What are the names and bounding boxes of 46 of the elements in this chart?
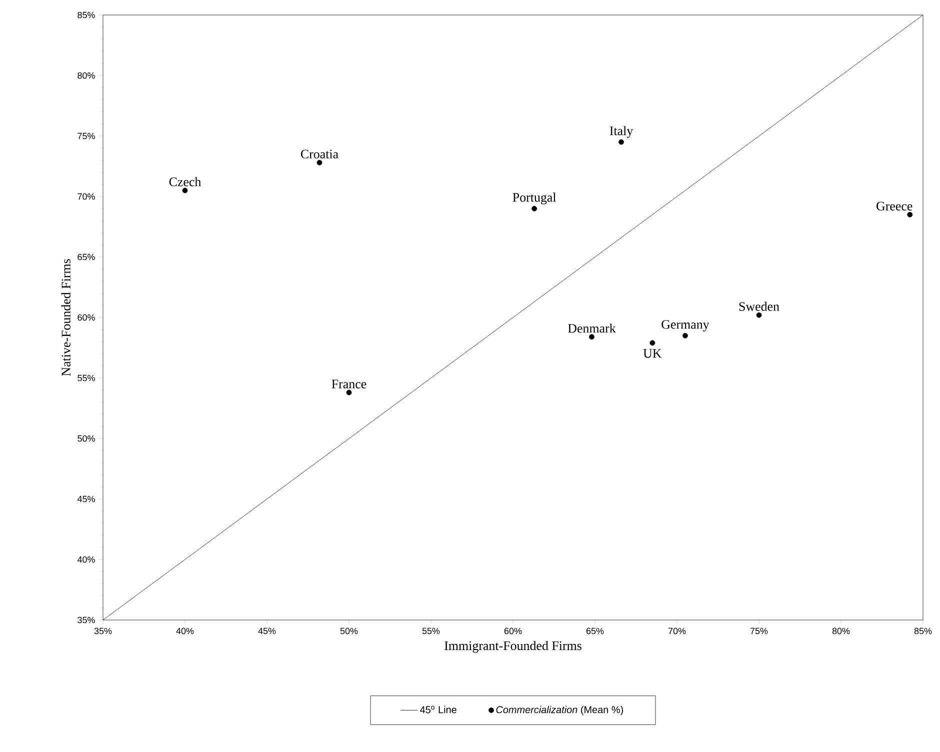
annotation: Croatia — [300, 150, 338, 158]
point — [589, 334, 594, 340]
legend-label: 45$^{o}$ Line — [420, 706, 456, 714]
annotation: Czech — [169, 177, 202, 186]
annotation: France — [332, 380, 366, 388]
y-tick-label: 75% — [78, 132, 95, 140]
x-tick-label: 55% — [422, 628, 440, 634]
y-tick-label: 35% — [78, 616, 95, 624]
x-axis-title: Immigrant-Founded Firms — [444, 640, 582, 653]
y-tick-label: 85% — [78, 12, 95, 18]
y-tick-label: 55% — [78, 374, 95, 382]
annotation: Greece — [876, 202, 912, 210]
y-tick-label: 65% — [78, 254, 95, 260]
x-tick-label: 75% — [750, 628, 768, 634]
point — [907, 212, 913, 218]
point — [756, 312, 762, 318]
x-tick-label: 65% — [586, 628, 604, 634]
y-tick-label: 70% — [78, 193, 95, 200]
point — [650, 340, 656, 346]
x-tick-label: 50% — [340, 628, 358, 634]
point — [182, 188, 188, 194]
y-tick-label: 50% — [78, 435, 95, 442]
legend-label: Commercialization (Mean %) — [496, 706, 623, 716]
x-tick-label: 45% — [258, 628, 276, 634]
x-tick-label: 70% — [668, 628, 686, 634]
y-tick-label: 60% — [78, 314, 95, 321]
x-tick-label: 40% — [176, 628, 194, 634]
annotation: Portugal — [512, 192, 556, 204]
annotation: UK — [643, 349, 662, 358]
annotation: Germany — [662, 320, 710, 332]
annotation: Italy — [610, 126, 634, 138]
x-tick-label: 85% — [914, 628, 932, 634]
point — [316, 160, 322, 166]
annotation: Denmark — [568, 324, 616, 333]
point — [346, 390, 352, 396]
point — [682, 332, 688, 338]
point — [532, 206, 538, 212]
point — [618, 139, 624, 145]
x-tick-label: 80% — [832, 628, 850, 634]
y-axis-title: Native-Founded Firms — [61, 259, 70, 376]
y-tick-label: 45% — [77, 496, 95, 502]
x-tick-label: 35% — [94, 628, 112, 634]
x-tick-label: 60% — [504, 628, 522, 634]
y-tick-label: 80% — [78, 72, 95, 79]
y-tick-label: 40% — [77, 556, 95, 563]
annotation: Sweden — [739, 302, 780, 311]
